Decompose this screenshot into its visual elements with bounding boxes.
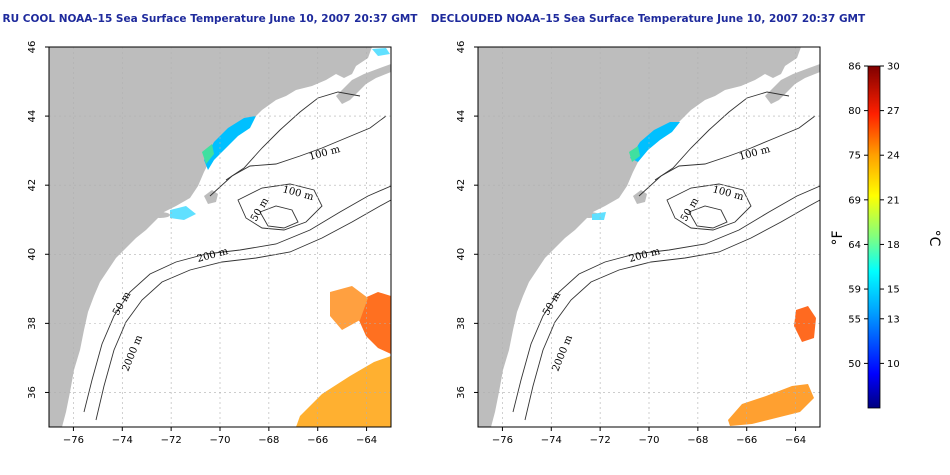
- left-sst-warm-mid: [330, 286, 368, 330]
- left-map-area: [49, 47, 391, 427]
- left-land: [49, 47, 372, 427]
- colorbar-f-label: 55: [848, 314, 861, 325]
- temperature-colorbar: 86 30 80 27 75 24 69 21 64 18 59 15 55 13 50 10 °F °C: [830, 62, 942, 409]
- left-land-capecod: [204, 190, 218, 204]
- y-tick-label: 44: [27, 110, 38, 123]
- y-tick-label: 36: [456, 386, 467, 399]
- colorbar-f-label: 50: [848, 359, 861, 370]
- left-gridlines: [49, 47, 391, 427]
- x-tick-label: −64: [356, 435, 377, 446]
- right-panel-title: DECLOUDED NOAA–15 Sea Surface Temperatur…: [431, 13, 866, 25]
- y-tick-label: 38: [456, 317, 467, 330]
- y-tick-label: 42: [27, 179, 38, 192]
- colorbar-ticks: 86 30 80 27 75 24 69 21 64 18 59 15 55 13 50 10: [848, 62, 899, 370]
- colorbar-c-label: 24: [887, 151, 900, 162]
- right-land: [478, 47, 801, 427]
- right-sst-warm-south: [728, 384, 814, 426]
- left-sst-warm-south: [296, 356, 391, 427]
- right-axis-ticks: −76 −74 −72 −70 −68 −66 −64 36 38 40 42 44 46: [456, 41, 806, 446]
- colorbar-c-label: 18: [887, 240, 900, 251]
- colorbar-gradient: [867, 65, 881, 409]
- right-sst-gulf-of-maine: [630, 122, 680, 162]
- left-sst-gulf-of-maine: [204, 116, 256, 170]
- fahrenheit-unit-label: °F: [830, 230, 846, 245]
- right-map-panel: DECLOUDED NOAA–15 Sea Surface Temperatur…: [431, 13, 866, 446]
- y-tick-label: 40: [456, 248, 467, 261]
- x-tick-label: −66: [736, 435, 757, 446]
- colorbar-f-label: 80: [848, 106, 861, 117]
- right-map-area: [478, 47, 820, 427]
- x-tick-label: −64: [785, 435, 806, 446]
- x-tick-label: −74: [541, 435, 562, 446]
- y-tick-label: 46: [27, 41, 38, 54]
- left-sst-warm-east: [358, 292, 391, 354]
- left-panel-title: RU COOL NOAA–15 Sea Surface Temperature …: [3, 13, 419, 25]
- right-land-capecod: [633, 190, 647, 204]
- y-tick-label: 42: [456, 179, 467, 192]
- left-axis-ticks: −76 −74 −72 −70 −68 −66 −64 36 38 40 42 44 46: [27, 41, 377, 446]
- left-land-island: [150, 212, 170, 218]
- x-tick-label: −66: [307, 435, 328, 446]
- x-tick-label: −70: [209, 435, 230, 446]
- colorbar-f-label: 69: [848, 195, 861, 206]
- x-tick-label: −68: [258, 435, 279, 446]
- x-tick-label: −76: [63, 435, 84, 446]
- y-tick-label: 40: [27, 248, 38, 261]
- y-tick-label: 36: [27, 386, 38, 399]
- colorbar-c-label: 13: [887, 314, 900, 325]
- colorbar-f-label: 59: [848, 285, 861, 296]
- colorbar-f-label: 75: [848, 151, 861, 162]
- right-sst-coast-green: [629, 146, 640, 162]
- colorbar-c-label: 30: [887, 62, 900, 73]
- left-map-panel: RU COOL NOAA–15 Sea Surface Temperature …: [3, 13, 419, 446]
- left-sst-north: [372, 48, 390, 56]
- colorbar-c-label: 27: [887, 106, 900, 117]
- colorbar-c-label: 21: [887, 195, 900, 206]
- x-tick-label: −68: [687, 435, 708, 446]
- x-tick-label: −72: [161, 435, 182, 446]
- x-tick-label: −70: [638, 435, 659, 446]
- y-tick-label: 46: [456, 41, 467, 54]
- left-sst-shelf: [170, 206, 196, 220]
- x-tick-label: −74: [112, 435, 133, 446]
- left-contours: [83, 91, 391, 421]
- right-sst-shelf: [592, 212, 606, 220]
- right-sst-warm-east: [794, 306, 816, 342]
- x-tick-label: −76: [492, 435, 513, 446]
- colorbar-c-label: 10: [887, 359, 900, 370]
- right-contours: [512, 91, 820, 421]
- x-tick-label: −72: [590, 435, 611, 446]
- y-tick-label: 38: [27, 317, 38, 330]
- celsius-unit-label: °C: [926, 230, 942, 247]
- colorbar-f-label: 64: [848, 240, 861, 251]
- left-sst-coast-green: [202, 144, 214, 164]
- right-gridlines: [478, 47, 820, 427]
- colorbar-c-label: 15: [887, 285, 900, 296]
- y-tick-label: 44: [456, 110, 467, 123]
- colorbar-f-label: 86: [848, 62, 861, 73]
